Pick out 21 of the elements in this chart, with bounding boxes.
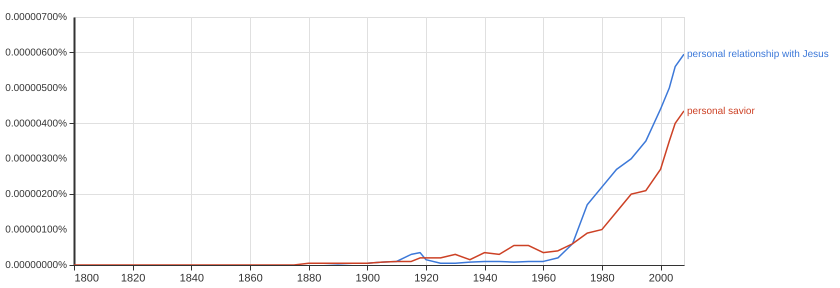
- y-tick-label: 0.00000600%: [5, 47, 68, 58]
- x-tick-label: 1960: [531, 272, 556, 284]
- x-tick-label: 1860: [238, 272, 263, 284]
- x-tick-label: 1980: [590, 272, 615, 284]
- x-tick-label: 2000: [648, 272, 674, 284]
- series-label: personal relationship with Jesus: [687, 49, 829, 60]
- y-tick-label: 0.00000400%: [5, 118, 68, 130]
- x-tick-label: 1840: [180, 272, 204, 284]
- series-label: personal savior: [687, 106, 756, 117]
- x-tick-label: 1920: [414, 272, 439, 284]
- x-tick-label: 1800: [74, 272, 99, 284]
- x-tick-label: 1900: [356, 272, 380, 284]
- y-tick-label: 0.00000300%: [5, 154, 68, 165]
- x-tick-label: 1940: [472, 272, 498, 284]
- x-tick-label: 1820: [120, 272, 146, 284]
- y-tick-label: 0.00000000%: [5, 260, 68, 271]
- y-tick-label: 0.00000200%: [5, 189, 68, 200]
- y-tick-label: 0.00000500%: [5, 82, 68, 94]
- y-tick-label: 0.00000700%: [5, 12, 68, 23]
- x-tick-label: 1880: [296, 272, 322, 284]
- y-tick-label: 0.00000100%: [5, 224, 68, 236]
